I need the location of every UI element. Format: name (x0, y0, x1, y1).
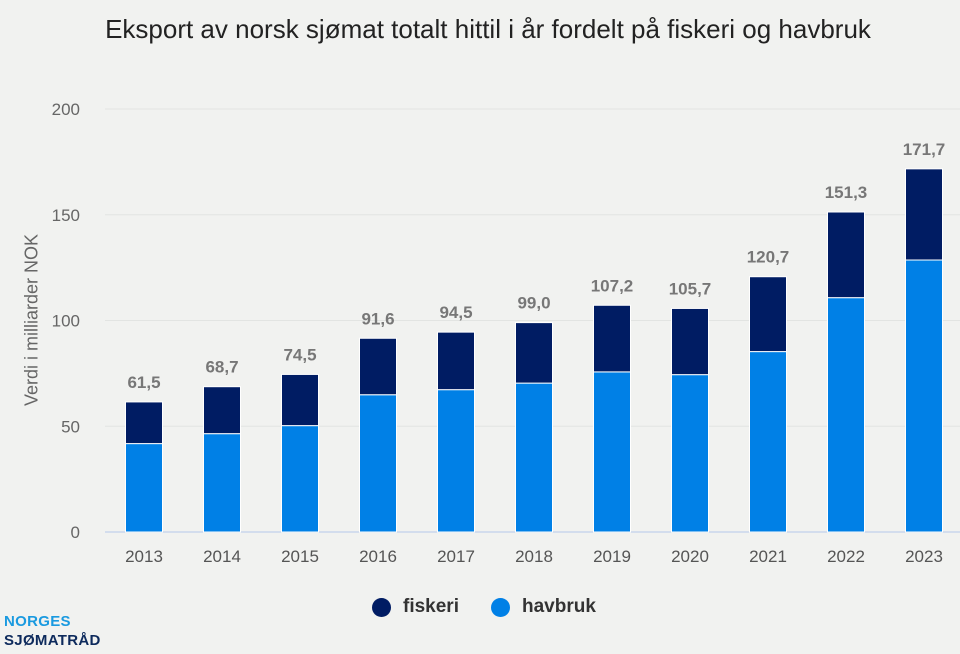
bar-havbruk (827, 297, 865, 533)
bar-fiskeri (905, 168, 943, 261)
data-label-total: 171,7 (903, 140, 946, 159)
y-tick-label: 100 (52, 312, 80, 331)
bar-havbruk (593, 371, 631, 533)
bar-havbruk (749, 351, 787, 533)
legend-label: fiskeri (403, 596, 459, 617)
bar-havbruk (281, 425, 319, 533)
data-label-total: 74,5 (283, 345, 316, 364)
logo-line-1: NORGES (4, 613, 71, 630)
x-tick-label: 2021 (749, 547, 787, 566)
y-tick-label: 200 (52, 100, 80, 119)
data-label-total: 99,0 (517, 294, 550, 313)
data-label-total: 107,2 (591, 276, 634, 295)
y-tick-label: 150 (52, 206, 80, 225)
data-label-total: 120,7 (747, 248, 790, 267)
y-tick-label: 0 (71, 523, 80, 542)
bar-fiskeri (359, 337, 397, 396)
bar-fiskeri (515, 322, 553, 384)
bar-fiskeri (593, 304, 631, 373)
data-label-total: 151,3 (825, 183, 868, 202)
legend-swatch-havbruk (490, 597, 510, 617)
norges-sjomatrad-logo: NORGES SJØMATRÅD (4, 612, 101, 650)
data-label-total: 91,6 (361, 309, 394, 328)
legend-label: havbruk (521, 596, 596, 617)
bar-fiskeri (125, 401, 163, 445)
bar-fiskeri (827, 211, 865, 299)
legend: fiskeri havbruk (372, 596, 596, 618)
legend-swatch-fiskeri (372, 597, 391, 617)
x-tick-label: 2018 (515, 547, 553, 566)
legend-item-havbruk[interactable]: havbruk (490, 596, 596, 618)
bar-fiskeri (437, 331, 475, 391)
data-label-total: 61,5 (127, 373, 160, 392)
bar-havbruk (203, 433, 241, 533)
bar-havbruk (905, 259, 943, 533)
bar-havbruk (515, 382, 553, 533)
legend-item-fiskeri[interactable]: fiskeri (372, 596, 459, 618)
bar-havbruk (125, 443, 163, 533)
x-tick-label: 2016 (359, 547, 397, 566)
bar-fiskeri (281, 373, 319, 427)
logo-line-2: SJØMATRÅD (4, 632, 101, 649)
y-tick-label: 50 (61, 417, 80, 436)
data-label-total: 105,7 (669, 279, 712, 298)
bar-havbruk (671, 374, 709, 533)
bar-havbruk (359, 394, 397, 533)
data-label-total: 94,5 (439, 303, 472, 322)
x-tick-label: 2022 (827, 547, 865, 566)
bar-fiskeri (749, 276, 787, 353)
x-tick-label: 2017 (437, 547, 475, 566)
bar-fiskeri (671, 307, 709, 376)
bar-fiskeri (203, 386, 241, 435)
chart-title: Eksport av norsk sjømat totalt hittil i … (105, 14, 871, 44)
x-tick-label: 2023 (905, 547, 943, 566)
data-label-total: 68,7 (205, 358, 238, 377)
x-tick-label: 2013 (125, 547, 163, 566)
x-tick-label: 2014 (203, 547, 241, 566)
bar-havbruk (437, 389, 475, 533)
x-tick-label: 2020 (671, 547, 709, 566)
x-tick-label: 2015 (281, 547, 319, 566)
x-tick-label: 2019 (593, 547, 631, 566)
